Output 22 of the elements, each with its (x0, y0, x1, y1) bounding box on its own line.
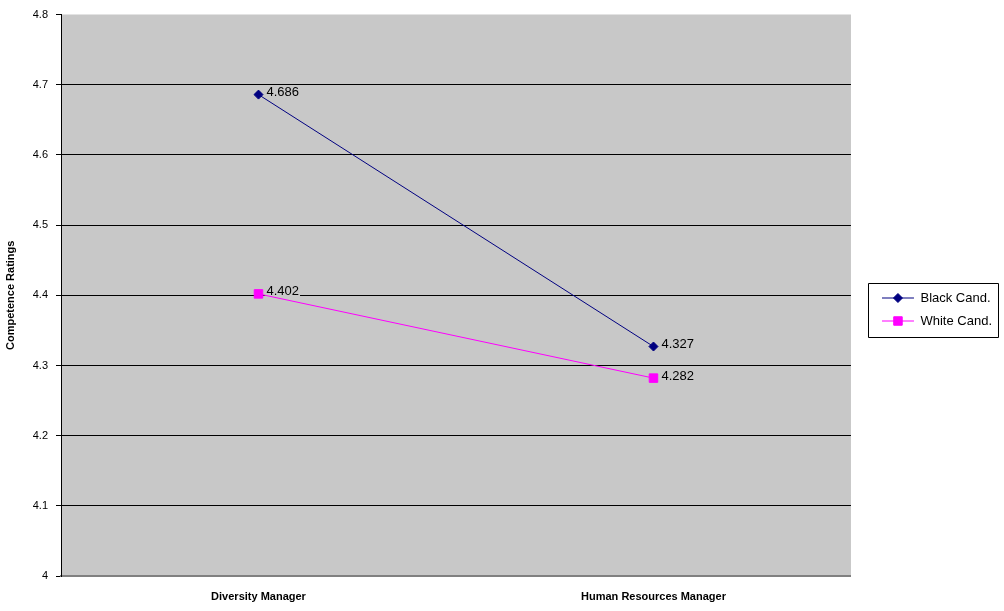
point (648, 341, 659, 352)
y-tick-label: 4.7 (32, 77, 48, 90)
point (253, 89, 264, 100)
legend-label: Black Cand. (920, 289, 991, 305)
x-tick-label: Diversity Manager (211, 589, 307, 602)
point (253, 289, 264, 299)
x-tick-label: Human Resources Manager (581, 589, 727, 602)
legend-label: White Cand. (920, 312, 993, 328)
y-axis-title: Competence Ratings (3, 240, 16, 351)
y-tick-label: 4.8 (32, 7, 48, 20)
y-tick-label: 4.3 (32, 358, 48, 371)
y-tick-label: 4.1 (32, 498, 48, 511)
y-tick-label: 4.5 (32, 218, 48, 231)
data-label: 4.686 (266, 84, 300, 100)
y-tick-label: 4.4 (32, 288, 48, 301)
y-tick-label: 4 (41, 569, 48, 582)
y-tick-label: 4.2 (32, 428, 48, 441)
data-label: 4.327 (661, 336, 695, 352)
data-label: 4.282 (661, 367, 695, 383)
y-tick-label: 4.6 (32, 147, 48, 160)
point (648, 373, 659, 383)
data-label: 4.402 (266, 283, 300, 299)
